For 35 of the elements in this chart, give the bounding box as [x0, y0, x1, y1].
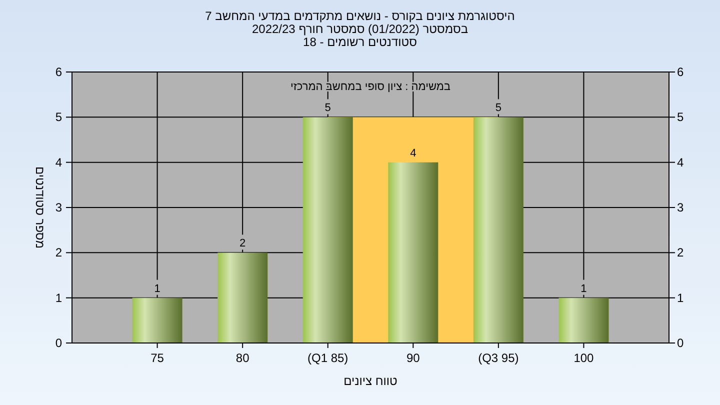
y2-tick-label: 3	[677, 200, 684, 214]
x-tick-label: 75	[150, 351, 164, 365]
y2-tick-label: 6	[677, 65, 684, 79]
y2-tick-label: 4	[677, 155, 684, 170]
bar	[302, 117, 353, 343]
y-tick-label: 2	[55, 246, 62, 260]
data-label: 1	[154, 282, 160, 295]
x-tick-label: 90	[406, 351, 420, 365]
y2-tick-label: 5	[677, 110, 684, 124]
y2-tick-label: 1	[677, 290, 684, 305]
bar	[473, 117, 524, 343]
y-tick-label: 6	[55, 65, 62, 79]
x-tick-label: (Q3 95)	[478, 351, 519, 365]
data-label: 5	[324, 102, 331, 114]
data-label: 1	[580, 282, 587, 295]
y-axis-title: מספר סטודנטים	[33, 166, 47, 249]
y2-tick-label: 2	[677, 246, 684, 260]
y2-tick-label: 0	[677, 336, 684, 350]
data-label: 4	[410, 147, 416, 160]
y-tick-label: 1	[55, 290, 62, 305]
bar	[218, 252, 268, 343]
bar	[558, 298, 609, 343]
data-label: 2	[240, 238, 246, 250]
x-tick-label: 100	[574, 351, 594, 365]
x-tick-label: 80	[236, 351, 250, 365]
y-tick-label: 4	[55, 155, 62, 170]
data-label: 5	[495, 102, 502, 114]
bar	[388, 162, 438, 343]
bar	[132, 298, 182, 343]
y-tick-label: 0	[55, 336, 62, 350]
chart-title: היסטוגרמת ציונים בקורס - נושאים מתקדמים במדעי המחשב 7 בסמסטר (01/2022) סמסטר חורף 2022/23 סטודנטים רשומים - 18	[205, 9, 515, 49]
y-tick-label: 3	[55, 200, 62, 214]
x-axis-title: טווח ציונים	[344, 374, 398, 388]
y-tick-label: 5	[55, 110, 62, 124]
x-tick-label: (Q1 85)	[308, 351, 348, 365]
